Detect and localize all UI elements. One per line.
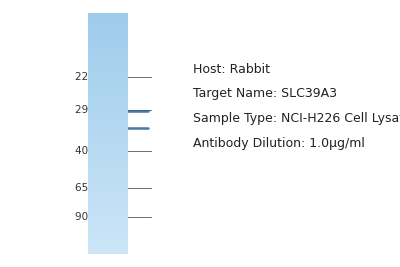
Text: 65 kDa: 65 kDa: [75, 183, 112, 193]
Text: Host: Rabbit: Host: Rabbit: [193, 62, 270, 76]
Text: 22 kDa: 22 kDa: [75, 72, 112, 82]
Text: 29 kDa: 29 kDa: [75, 105, 112, 115]
Text: Sample Type: NCI-H226 Cell Lysate: Sample Type: NCI-H226 Cell Lysate: [193, 112, 400, 125]
Text: Antibody Dilution: 1.0µg/ml: Antibody Dilution: 1.0µg/ml: [193, 136, 364, 150]
Text: 90 kDa: 90 kDa: [75, 212, 112, 222]
Text: 40 kDa: 40 kDa: [75, 146, 112, 156]
Text: Target Name: SLC39A3: Target Name: SLC39A3: [193, 87, 337, 100]
